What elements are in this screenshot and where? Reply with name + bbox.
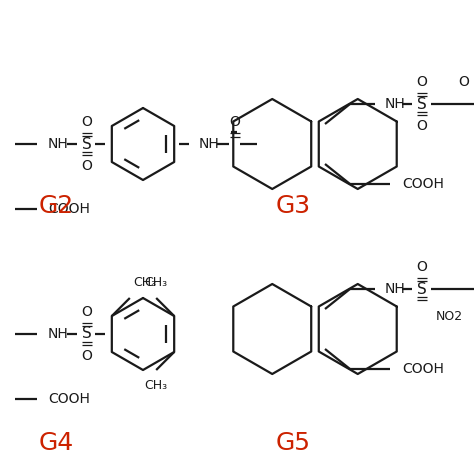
Text: G4: G4 xyxy=(38,431,73,455)
Text: NH: NH xyxy=(385,282,406,296)
Text: G2: G2 xyxy=(38,194,73,218)
Text: CH₃: CH₃ xyxy=(133,276,156,289)
Text: NH: NH xyxy=(199,137,220,151)
Text: O: O xyxy=(417,119,428,133)
Text: G3: G3 xyxy=(275,194,310,218)
Text: O: O xyxy=(229,115,240,129)
Text: COOH: COOH xyxy=(48,392,90,406)
Text: O: O xyxy=(82,159,92,173)
Text: NH: NH xyxy=(385,97,406,111)
Text: COOH: COOH xyxy=(402,362,444,376)
Text: G5: G5 xyxy=(275,431,310,455)
Text: O: O xyxy=(82,115,92,129)
Text: S: S xyxy=(417,282,427,297)
Text: O: O xyxy=(458,75,469,89)
Text: O: O xyxy=(417,260,428,274)
Text: COOH: COOH xyxy=(402,177,444,191)
Text: O: O xyxy=(417,75,428,89)
Text: S: S xyxy=(82,137,92,152)
Text: CH₃: CH₃ xyxy=(145,276,168,289)
Text: S: S xyxy=(417,97,427,111)
Text: NH: NH xyxy=(48,137,69,151)
Text: NO2: NO2 xyxy=(436,310,463,323)
Text: CH₃: CH₃ xyxy=(145,379,168,392)
Text: S: S xyxy=(82,327,92,341)
Text: NH: NH xyxy=(48,327,69,341)
Text: O: O xyxy=(82,349,92,363)
Text: O: O xyxy=(82,305,92,319)
Text: COOH: COOH xyxy=(48,202,90,216)
